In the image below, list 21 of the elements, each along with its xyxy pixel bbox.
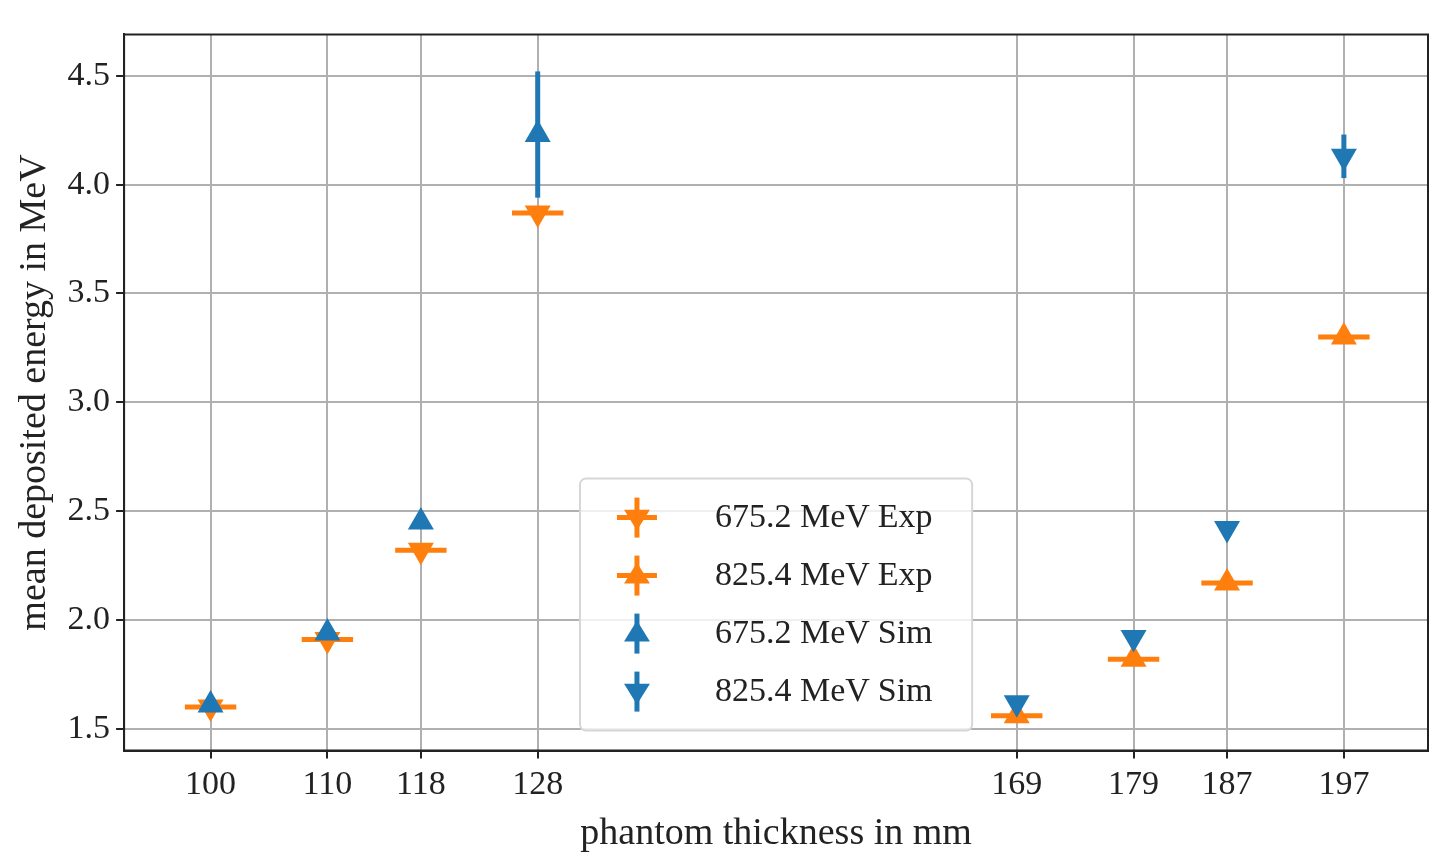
x-tick-label: 118 xyxy=(395,763,446,801)
x-tick-label: 169 xyxy=(991,763,1043,801)
y-tick-label: 4.0 xyxy=(67,163,111,201)
x-tick-label: 187 xyxy=(1201,763,1253,801)
legend-label: 675.2 MeV Sim xyxy=(714,612,933,650)
y-tick-label: 4.5 xyxy=(67,54,111,92)
y-tick-label: 1.5 xyxy=(67,707,111,745)
legend-label: 825.4 MeV Exp xyxy=(714,554,933,592)
x-tick-label: 179 xyxy=(1108,763,1160,801)
x-tick-label: 100 xyxy=(185,763,237,801)
legend-label: 825.4 MeV Sim xyxy=(714,670,933,708)
x-tick-label: 128 xyxy=(512,763,564,801)
legend-label: 675.2 MeV Exp xyxy=(714,496,933,534)
y-tick-label: 3.5 xyxy=(67,272,111,310)
x-tick-label: 197 xyxy=(1318,763,1370,801)
x-tick-label: 110 xyxy=(302,763,353,801)
y-tick-label: 3.0 xyxy=(67,381,111,419)
y-tick-label: 2.0 xyxy=(67,598,111,636)
x-axis-title: phantom thickness in mm xyxy=(580,810,972,853)
y-axis-title: mean deposited energy in MeV xyxy=(10,153,53,631)
y-tick-label: 2.5 xyxy=(67,490,111,528)
